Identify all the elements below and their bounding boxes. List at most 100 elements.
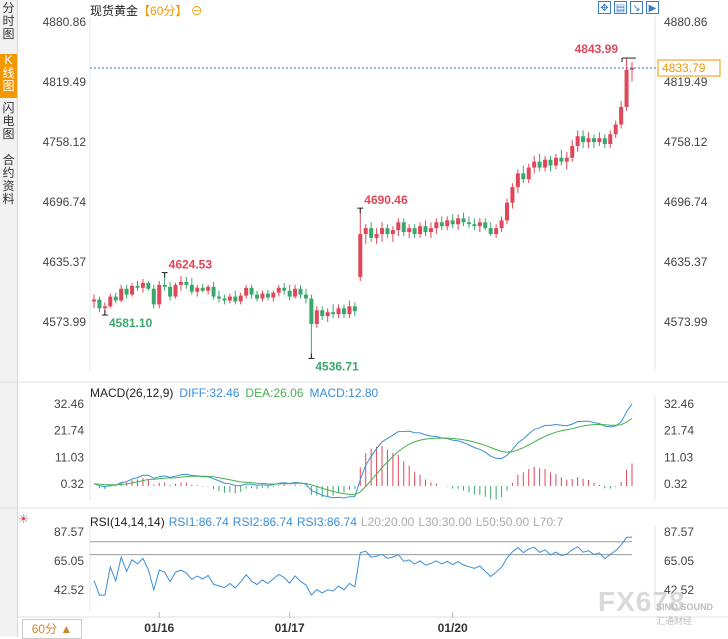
x-tick-label: 01/16 bbox=[144, 621, 174, 635]
rsi1-name: RSI1 bbox=[168, 515, 196, 529]
l70-value: 7 bbox=[556, 515, 564, 529]
candle-body bbox=[135, 285, 140, 288]
annotation-label: 4581.10 bbox=[109, 316, 153, 330]
candle-body bbox=[401, 222, 406, 233]
candle-body bbox=[255, 294, 260, 299]
candle-body bbox=[314, 310, 319, 324]
candle-body bbox=[331, 312, 336, 315]
candle-body bbox=[97, 299, 102, 309]
candle-body bbox=[483, 222, 488, 229]
candle-body bbox=[168, 286, 173, 297]
last-price-badge bbox=[657, 59, 721, 77]
l30: L30:30.00 bbox=[418, 515, 472, 529]
macd-dea: DEA:26.06 bbox=[245, 386, 304, 400]
candle-body bbox=[271, 292, 276, 298]
candle-body bbox=[249, 287, 254, 295]
candle-body bbox=[423, 226, 428, 233]
candle-body bbox=[347, 306, 352, 315]
candle-body bbox=[363, 228, 368, 235]
candle-body bbox=[380, 228, 385, 235]
macd-name: MACD bbox=[309, 386, 345, 400]
candle-body bbox=[543, 159, 548, 168]
candle-body bbox=[461, 218, 466, 223]
candle-body bbox=[564, 157, 569, 162]
price-annotations: 4833.79 4581.10 4624.53 4536.71 4690.46 4843.… bbox=[90, 42, 721, 373]
l20-name: L20 bbox=[360, 515, 381, 529]
price-tick-right: 4880.86 bbox=[664, 15, 708, 29]
rsi-panel: 87.57 87.57 65.05 65.05 42.52 42.52 bbox=[54, 525, 694, 597]
candle-body bbox=[499, 220, 504, 229]
tab-flash[interactable]: 闪电图 bbox=[0, 102, 17, 148]
candle-body bbox=[412, 228, 417, 235]
candle-body bbox=[586, 138, 591, 143]
candle-body bbox=[494, 228, 499, 235]
macd-tick-right: 21.74 bbox=[664, 424, 694, 438]
candle-body bbox=[608, 134, 613, 145]
zoom-out-icon[interactable]: ▤ bbox=[614, 1, 627, 14]
watermark-fx: FX678 bbox=[598, 586, 686, 617]
rsi-line bbox=[93, 536, 633, 596]
candle-body bbox=[515, 173, 520, 188]
candle-body bbox=[336, 308, 341, 315]
candle-body bbox=[227, 296, 232, 301]
annotation-label: 4843.99 bbox=[575, 42, 619, 56]
candle-body bbox=[613, 124, 618, 135]
candle-body bbox=[244, 287, 249, 296]
candle-body bbox=[320, 310, 325, 317]
candle-body bbox=[581, 136, 586, 143]
watermark-brand: SINO SOUND bbox=[656, 602, 714, 612]
candle-body bbox=[303, 294, 308, 299]
candle-body bbox=[597, 138, 602, 143]
l20: L20:20.00 bbox=[360, 515, 415, 529]
l70: L70:7 bbox=[533, 515, 564, 529]
candle-body bbox=[130, 285, 135, 295]
candle-body bbox=[418, 226, 423, 235]
candle-body bbox=[222, 298, 227, 301]
rsi-legend: RSI(14,14,14) RSI1:86.74 RSI2:86.74 RSI3:86… bbox=[90, 515, 563, 529]
price-tick-right: 4635.37 bbox=[664, 255, 708, 269]
candle-body bbox=[216, 296, 221, 299]
candle-body bbox=[548, 159, 553, 166]
tab-timeshare[interactable]: 分时图 bbox=[0, 2, 17, 48]
x-tick-label: 01/20 bbox=[438, 621, 468, 635]
diff-name: DIFF bbox=[179, 386, 207, 400]
candle-body bbox=[140, 282, 145, 288]
macd-label: MACD(26,12,9) bbox=[90, 386, 174, 400]
candle-body bbox=[407, 228, 412, 233]
rsi-tick-right: 87.57 bbox=[664, 525, 694, 539]
candle-body bbox=[211, 286, 216, 297]
candle-body bbox=[293, 288, 298, 297]
macd-tick-left: 32.46 bbox=[54, 397, 84, 411]
l50-name: L50 bbox=[475, 515, 496, 529]
settings-icon[interactable]: ⊖ bbox=[190, 4, 203, 18]
rsi-tick-left: 65.05 bbox=[54, 554, 84, 568]
forward-icon[interactable]: ▶ bbox=[646, 1, 659, 14]
candle-body bbox=[92, 299, 96, 302]
tab-contract-label: 合约资料 bbox=[2, 153, 15, 206]
annotation-label: 4690.46 bbox=[364, 193, 408, 207]
candle-body bbox=[624, 69, 629, 107]
annotation-label: 4624.53 bbox=[169, 258, 213, 272]
candle-body bbox=[553, 157, 558, 166]
candle-body bbox=[532, 161, 537, 168]
grid-lines bbox=[0, 16, 728, 618]
candle-body bbox=[537, 161, 542, 168]
candle-body bbox=[282, 287, 287, 291]
candle-body bbox=[352, 306, 357, 312]
macd-dea-line bbox=[93, 418, 633, 496]
candle-body bbox=[184, 281, 189, 285]
price-tick-right: 4696.74 bbox=[664, 195, 708, 209]
tab-kline[interactable]: K线图 bbox=[0, 54, 17, 98]
price-tick-left: 4819.49 bbox=[43, 75, 87, 89]
zoom-in-icon[interactable]: ↘ bbox=[630, 1, 643, 14]
candle-body bbox=[374, 234, 379, 238]
candle-body bbox=[206, 286, 211, 291]
x-axis: 01/16 01/17 01/20 bbox=[144, 612, 468, 635]
tab-contract-info[interactable]: 合约资料 bbox=[0, 154, 17, 212]
candle-body bbox=[200, 287, 205, 291]
rsi-settings-icon[interactable]: ☀ bbox=[18, 512, 29, 526]
candle-body bbox=[157, 284, 162, 305]
fullscreen-icon[interactable]: ✥ bbox=[598, 1, 611, 14]
candle-body bbox=[390, 230, 395, 235]
